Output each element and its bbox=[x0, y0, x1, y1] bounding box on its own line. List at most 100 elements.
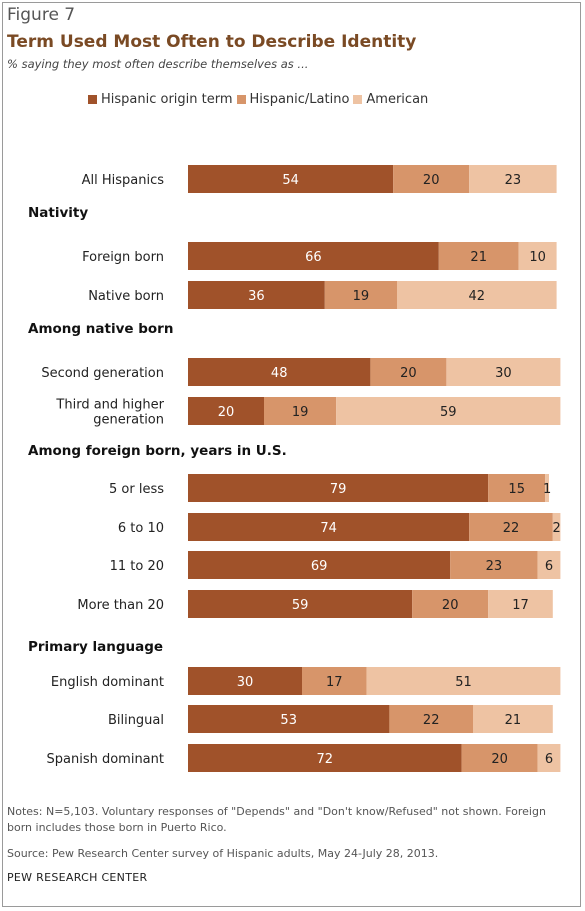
bar-segment bbox=[188, 744, 462, 772]
data-label: 20 bbox=[491, 752, 508, 767]
bar-segment bbox=[188, 358, 371, 386]
legend-item-american: American bbox=[353, 92, 428, 107]
legend-swatch bbox=[236, 95, 246, 104]
data-label: 1 bbox=[543, 482, 551, 497]
legend-label: American bbox=[366, 92, 429, 107]
data-label: 20 bbox=[400, 366, 417, 381]
data-label: 48 bbox=[271, 366, 288, 381]
data-label: 72 bbox=[317, 752, 334, 767]
bar-segment bbox=[264, 397, 337, 425]
category-label: Bilingual bbox=[108, 713, 164, 728]
data-label: 6 bbox=[545, 752, 553, 767]
data-label: 30 bbox=[495, 366, 512, 381]
bar-segment bbox=[366, 667, 561, 695]
category-label: English dominant bbox=[51, 675, 164, 690]
bar-segment bbox=[552, 513, 561, 541]
data-label: 21 bbox=[505, 713, 522, 728]
data-label: 21 bbox=[470, 250, 487, 265]
bar-segment bbox=[537, 551, 561, 579]
data-label: 59 bbox=[440, 405, 457, 420]
bar-segment bbox=[302, 667, 367, 695]
category-label: 5 or less bbox=[109, 482, 164, 497]
data-label: 17 bbox=[512, 598, 529, 613]
legend-swatch bbox=[353, 95, 363, 104]
bar-segment bbox=[397, 281, 557, 309]
category-label: 6 to 10 bbox=[118, 521, 164, 536]
legend-swatch bbox=[88, 95, 97, 104]
data-label: 59 bbox=[292, 598, 309, 613]
legend-item-hispanic-latino: Hispanic/Latino bbox=[236, 92, 350, 107]
data-label: 19 bbox=[292, 405, 309, 420]
bar-segment bbox=[537, 744, 561, 772]
category-label: Native born bbox=[88, 289, 164, 304]
data-label: 6 bbox=[545, 559, 553, 574]
data-label: 54 bbox=[282, 173, 299, 188]
bar-segment bbox=[188, 551, 451, 579]
bar-segment bbox=[188, 281, 325, 309]
bar-segment bbox=[450, 551, 538, 579]
bar-segment bbox=[324, 281, 397, 309]
data-label: 53 bbox=[280, 713, 297, 728]
data-label: 42 bbox=[469, 289, 486, 304]
bar-segment bbox=[188, 667, 302, 695]
chart-subtitle: % saying they most often describe themse… bbox=[7, 57, 309, 71]
data-label: 2 bbox=[552, 521, 560, 536]
bar-segment bbox=[188, 590, 413, 618]
bar-segment bbox=[188, 474, 489, 502]
legend-item-hispanic-origin: Hispanic origin term bbox=[88, 92, 233, 107]
data-label: 19 bbox=[353, 289, 370, 304]
category-label: All Hispanics bbox=[82, 173, 165, 188]
category-label: 11 to 20 bbox=[110, 559, 164, 574]
bar-segment bbox=[488, 590, 553, 618]
category-label: Foreign born bbox=[82, 250, 164, 265]
bar-segment bbox=[446, 358, 561, 386]
bar-segment bbox=[488, 474, 546, 502]
category-label: More than 20 bbox=[77, 598, 164, 613]
bar-segment bbox=[393, 165, 470, 193]
bar-segment bbox=[461, 744, 538, 772]
bar-segment bbox=[370, 358, 447, 386]
bar-segment bbox=[545, 474, 549, 502]
legend-label: Hispanic/Latino bbox=[249, 92, 350, 107]
group-heading: Primary language bbox=[28, 639, 163, 655]
figure-label: Figure 7 bbox=[7, 5, 76, 25]
data-label: 20 bbox=[218, 405, 235, 420]
chart-notes: Notes: N=5,103. Voluntary responses of "… bbox=[7, 805, 546, 834]
legend-label: Hispanic origin term bbox=[101, 92, 233, 107]
category-label: Second generation bbox=[41, 366, 164, 381]
category-label: Spanish dominant bbox=[47, 752, 165, 767]
bar-segment bbox=[389, 705, 473, 733]
group-heading: Among native born bbox=[28, 321, 173, 337]
bar-segment bbox=[188, 165, 394, 193]
data-label: 17 bbox=[326, 675, 343, 690]
group-heading: Among foreign born, years in U.S. bbox=[28, 443, 287, 459]
bar-segment bbox=[188, 705, 390, 733]
data-label: 20 bbox=[442, 598, 459, 613]
data-label: 20 bbox=[423, 173, 440, 188]
data-label: 23 bbox=[486, 559, 503, 574]
bar-segment bbox=[473, 705, 553, 733]
data-label: 51 bbox=[455, 675, 472, 690]
data-label: 74 bbox=[320, 521, 337, 536]
data-label: 30 bbox=[237, 675, 254, 690]
category-label: generation bbox=[93, 413, 164, 428]
category-label: Third and higher bbox=[55, 398, 164, 413]
data-label: 79 bbox=[330, 482, 347, 497]
group-heading: Nativity bbox=[28, 205, 88, 221]
bar-segment bbox=[469, 165, 557, 193]
organization-name: PEW RESEARCH CENTER bbox=[7, 871, 148, 884]
bar-segment bbox=[438, 242, 519, 270]
bar-segment bbox=[188, 513, 470, 541]
data-label: 15 bbox=[508, 482, 525, 497]
data-label: 69 bbox=[311, 559, 328, 574]
bar-segment bbox=[188, 242, 439, 270]
data-label: 10 bbox=[529, 250, 546, 265]
stacked-bar-chart: All Hispanics 54 20 23 Nativity Foreign born 6… bbox=[28, 165, 561, 772]
chart-source: Source: Pew Research Center survey of Hi… bbox=[7, 847, 439, 860]
bar-segment bbox=[412, 590, 489, 618]
bar-segment bbox=[518, 242, 557, 270]
data-label: 36 bbox=[248, 289, 265, 304]
data-label: 22 bbox=[423, 713, 440, 728]
chart-legend: Hispanic origin term Hispanic/Latino Ame… bbox=[88, 92, 432, 107]
